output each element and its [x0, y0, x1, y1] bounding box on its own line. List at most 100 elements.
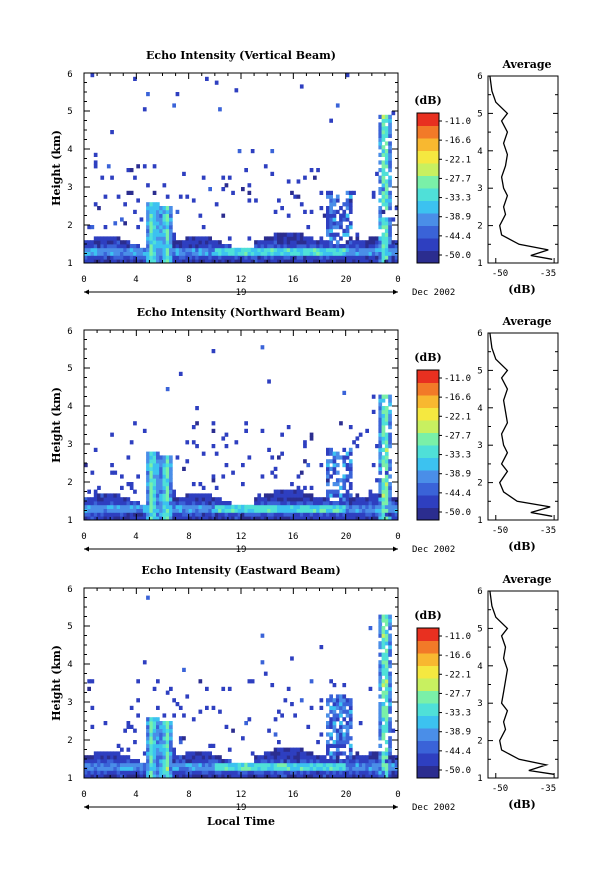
- heatmap-cell: [211, 251, 216, 256]
- heatmap-cell: [165, 470, 170, 475]
- heatmap-cell: [316, 168, 320, 173]
- heatmap-cell: [84, 463, 88, 468]
- heatmap-cell: [388, 160, 392, 165]
- heatmap-cell: [175, 240, 180, 245]
- heatmap-cell: [113, 240, 118, 245]
- heatmap-cell: [365, 240, 369, 245]
- heatmap-cell: [290, 516, 294, 520]
- heatmap-cell: [388, 179, 392, 184]
- heatmap-cell: [322, 255, 327, 260]
- heatmap-cell: [299, 766, 304, 771]
- heatmap-cell: [257, 755, 262, 760]
- heatmap-cell: [208, 755, 212, 760]
- profile-tick: -35: [540, 526, 556, 536]
- heatmap-cell: [283, 493, 288, 498]
- heatmap-cell: [352, 759, 356, 764]
- heatmap-cell: [313, 770, 317, 775]
- heatmap-cell: [227, 770, 232, 775]
- heatmap-cell: [175, 504, 180, 509]
- heatmap-cell: [339, 247, 343, 252]
- heatmap-cell: [384, 436, 389, 441]
- heatmap-cell: [175, 497, 180, 502]
- heatmap-cell: [191, 247, 196, 252]
- heatmap-cell: [133, 175, 137, 180]
- heatmap-cell: [165, 459, 170, 464]
- heatmap-cell: [335, 482, 340, 487]
- heatmap-cell: [152, 202, 157, 207]
- heatmap-cell: [103, 770, 108, 775]
- heatmap-cell: [218, 244, 222, 249]
- heatmap-cell: [113, 493, 118, 498]
- heatmap-cell: [339, 213, 343, 218]
- heatmap-cell: [332, 221, 337, 226]
- heatmap-cell: [146, 759, 150, 764]
- heatmap-cell: [270, 493, 275, 498]
- heatmap-cell: [218, 247, 222, 252]
- heatmap-cell: [133, 762, 137, 767]
- heatmap-cell: [283, 751, 288, 756]
- heatmap-cell: [345, 73, 350, 78]
- heatmap-cell: [84, 504, 88, 509]
- heatmap-cell: [365, 755, 369, 760]
- heatmap-cell: [146, 728, 150, 733]
- heatmap-cell: [362, 255, 366, 260]
- colorbar-swatch: [417, 728, 439, 741]
- heatmap-cell: [126, 770, 131, 775]
- colorbar-label: -50.0: [444, 508, 471, 518]
- heatmap-cell: [267, 497, 271, 502]
- heatmap-cell: [319, 259, 324, 263]
- heatmap-cell: [299, 698, 304, 703]
- heatmap-cell: [286, 755, 291, 760]
- heatmap-cell: [247, 508, 252, 513]
- heatmap-cell: [97, 255, 101, 260]
- heatmap-cell: [368, 762, 373, 767]
- heatmap-cell: [87, 516, 91, 520]
- heatmap-cell: [375, 478, 379, 483]
- heatmap-cell: [348, 255, 353, 260]
- heatmap-cell: [103, 194, 108, 199]
- heatmap-cell: [152, 228, 157, 233]
- heatmap-cell: [162, 470, 167, 475]
- heatmap-cell: [263, 247, 268, 252]
- heatmap-cell: [309, 705, 314, 710]
- heatmap-cell: [388, 156, 392, 161]
- heatmap-cell: [162, 497, 167, 502]
- colorbar-swatch: [417, 495, 439, 508]
- heatmap-cell: [149, 770, 154, 775]
- heatmap-cell: [388, 747, 392, 752]
- heatmap-cell: [322, 755, 327, 760]
- heatmap-cell: [218, 504, 222, 509]
- heatmap-cell: [146, 724, 150, 729]
- heatmap-cell: [97, 251, 101, 256]
- heatmap-cell: [165, 232, 170, 237]
- heatmap-cell: [133, 501, 137, 506]
- heatmap-cell: [162, 774, 167, 778]
- heatmap-cell: [319, 508, 324, 513]
- colorbar-title: (dB): [414, 351, 441, 364]
- heatmap-cell: [384, 641, 389, 646]
- heatmap-cell: [149, 213, 154, 218]
- heatmap-cell: [136, 516, 140, 520]
- heatmap-cell: [299, 501, 304, 506]
- heatmap-cell: [368, 493, 373, 498]
- heatmap-cell: [237, 774, 242, 778]
- heatmap-cell: [142, 762, 147, 767]
- heatmap-cell: [388, 466, 392, 471]
- heatmap-cell: [355, 504, 360, 509]
- heatmap-cell: [384, 160, 389, 165]
- heatmap-cell: [329, 512, 333, 517]
- heatmap-cell: [348, 724, 353, 729]
- heatmap-cell: [378, 774, 383, 778]
- heatmap-cell: [156, 478, 160, 483]
- heatmap-cell: [381, 664, 386, 669]
- heatmap-cell: [384, 440, 389, 445]
- heatmap-cell: [329, 751, 333, 756]
- heatmap-cell: [299, 255, 304, 260]
- heatmap-cell: [326, 259, 330, 263]
- heatmap-cell: [221, 762, 226, 767]
- heatmap-cell: [326, 743, 330, 748]
- heatmap-cell: [388, 679, 392, 684]
- heatmap-cell: [381, 671, 386, 676]
- heatmap-cell: [335, 694, 340, 699]
- heatmap-cell: [322, 213, 327, 218]
